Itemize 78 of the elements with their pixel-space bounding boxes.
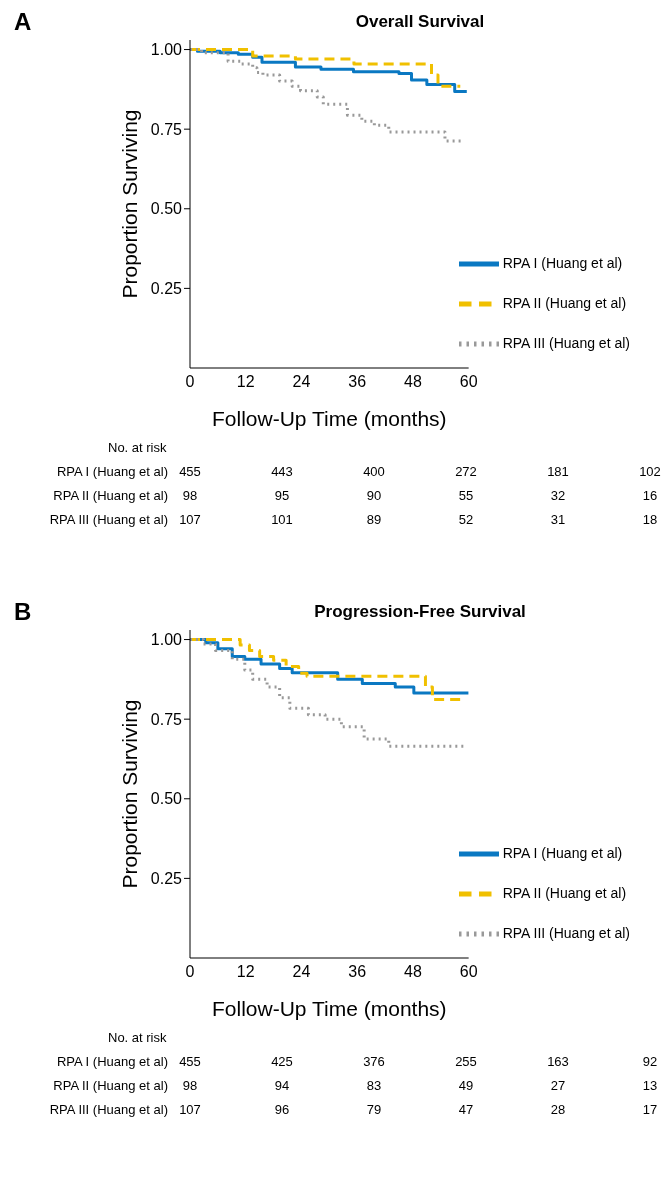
text: 102 <box>638 464 662 479</box>
legend-label: RPA III (Huang et al) <box>502 925 630 942</box>
y-tick-label: 0.75 <box>150 710 183 728</box>
text: RPA III (Huang et al) <box>49 1102 168 1117</box>
text: 107 <box>178 512 202 527</box>
legend-label: RPA II (Huang et al) <box>502 295 627 312</box>
text: 90 <box>365 488 383 503</box>
text: 31 <box>549 512 567 527</box>
text: A <box>14 8 32 36</box>
text: RPA I (Huang et al) <box>56 464 168 479</box>
text: 32 <box>549 488 567 503</box>
text: 107 <box>178 1102 202 1117</box>
text: 98 <box>181 488 199 503</box>
text: 89 <box>365 512 383 527</box>
x-tick-label: 0 <box>185 373 195 391</box>
text: 52 <box>457 512 475 527</box>
text: 18 <box>641 512 659 527</box>
text: 79 <box>365 1102 383 1117</box>
text: 400 <box>362 464 386 479</box>
x-axis-title: Follow-Up Time (months) <box>212 407 447 430</box>
text: RPA II (Huang et al) <box>53 488 168 503</box>
y-tick-label: 0.25 <box>150 870 183 888</box>
text: 49 <box>457 1078 475 1093</box>
text: 13 <box>641 1078 659 1093</box>
text: B <box>14 598 32 626</box>
text: 255 <box>454 1054 478 1069</box>
text: 163 <box>546 1054 570 1069</box>
text: 27 <box>549 1078 567 1093</box>
y-axis-title: Proportion Surviving <box>118 109 142 299</box>
x-tick-label: 36 <box>348 963 367 981</box>
legend-label: RPA II (Huang et al) <box>502 885 627 902</box>
text: 17 <box>641 1102 659 1117</box>
chart-title: Progression-Free Survival <box>313 602 527 622</box>
text: 96 <box>273 1102 291 1117</box>
legend-label: RPA I (Huang et al) <box>502 845 623 862</box>
y-tick-label: 1.00 <box>150 41 183 59</box>
y-tick-label: 0.75 <box>150 120 183 138</box>
x-tick-label: 12 <box>236 373 255 391</box>
x-tick-label: 12 <box>236 963 255 981</box>
text: 94 <box>273 1078 291 1093</box>
x-tick-label: 24 <box>292 963 311 981</box>
text: 455 <box>178 1054 202 1069</box>
text: 181 <box>546 464 570 479</box>
x-axis-title: Follow-Up Time (months) <box>212 997 447 1020</box>
text: 47 <box>457 1102 475 1117</box>
text: RPA II (Huang et al) <box>53 1078 168 1093</box>
x-tick-label: 60 <box>459 963 478 981</box>
text: No. at risk <box>108 440 167 455</box>
text: 443 <box>270 464 294 479</box>
y-tick-label: 0.50 <box>150 200 183 218</box>
text: 98 <box>181 1078 199 1093</box>
x-tick-label: 24 <box>292 373 311 391</box>
x-tick-label: 48 <box>404 373 422 391</box>
x-tick-label: 36 <box>348 373 367 391</box>
x-tick-label: 48 <box>404 963 422 981</box>
legend-label: RPA III (Huang et al) <box>502 335 630 352</box>
text: RPA III (Huang et al) <box>49 512 168 527</box>
y-axis-title: Proportion Surviving <box>118 699 142 889</box>
text: 28 <box>549 1102 567 1117</box>
text: 16 <box>641 488 659 503</box>
y-tick-label: 0.50 <box>150 790 183 808</box>
y-tick-label: 0.25 <box>150 280 183 298</box>
chart-title: Overall Survival <box>354 12 486 32</box>
text: 55 <box>457 488 475 503</box>
text: 83 <box>365 1078 383 1093</box>
y-tick-label: 1.00 <box>150 631 183 649</box>
text: 101 <box>270 512 294 527</box>
legend-label: RPA I (Huang et al) <box>502 255 623 272</box>
text: 376 <box>362 1054 386 1069</box>
text: 455 <box>178 464 202 479</box>
text: RPA I (Huang et al) <box>56 1054 168 1069</box>
text: 95 <box>273 488 291 503</box>
text: 272 <box>454 464 478 479</box>
text: 92 <box>641 1054 659 1069</box>
x-tick-label: 0 <box>185 963 195 981</box>
x-tick-label: 60 <box>459 373 478 391</box>
text: No. at risk <box>108 1030 167 1045</box>
text: 425 <box>270 1054 294 1069</box>
